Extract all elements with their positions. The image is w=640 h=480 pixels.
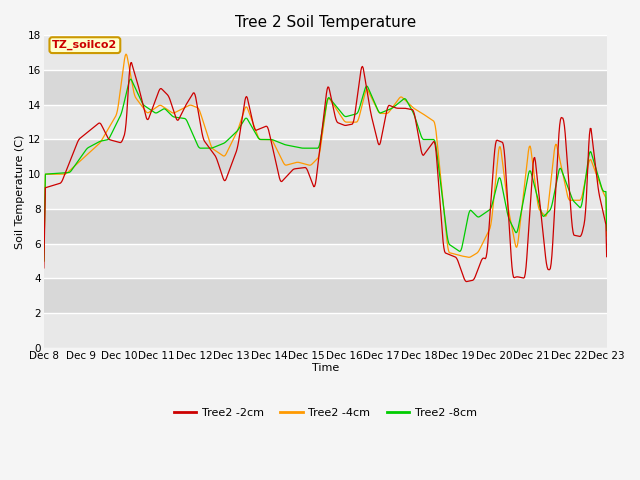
Bar [44,105,607,140]
Bar [44,313,607,348]
Tree2 -2cm [127,60,135,65]
Tree2 -8cm [196,145,204,151]
Tree2 -8cm [603,228,611,233]
Tree2 -4cm [122,51,130,57]
Tree2 -4cm [411,106,419,112]
Bar [44,244,607,278]
Title: Tree 2 Soil Temperature: Tree 2 Soil Temperature [235,15,416,30]
Tree2 -4cm [196,108,204,114]
Tree2 -2cm [108,137,116,143]
Tree2 -8cm [108,130,116,136]
Bar [44,174,607,209]
X-axis label: Time: Time [312,363,339,373]
Bar [44,278,607,313]
Y-axis label: Soil Temperature (C): Soil Temperature (C) [15,134,25,249]
Tree2 -4cm [395,96,403,102]
Tree2 -4cm [108,120,116,125]
Text: TZ_soilco2: TZ_soilco2 [52,40,118,50]
Tree2 -2cm [463,279,470,285]
Tree2 -2cm [196,116,204,122]
Tree2 -4cm [50,171,58,177]
Tree2 -8cm [411,114,419,120]
Tree2 -8cm [395,100,403,106]
Bar [44,70,607,105]
Line: Tree2 -2cm: Tree2 -2cm [44,62,607,282]
Tree2 -2cm [50,182,58,188]
Line: Tree2 -4cm: Tree2 -4cm [44,54,607,261]
Tree2 -2cm [395,106,403,111]
Tree2 -8cm [166,111,173,117]
Tree2 -2cm [603,254,611,260]
Tree2 -2cm [40,265,47,271]
Bar [44,209,607,244]
Tree2 -8cm [50,171,58,177]
Tree2 -2cm [166,96,173,102]
Tree2 -4cm [40,258,47,264]
Legend: Tree2 -2cm, Tree2 -4cm, Tree2 -8cm: Tree2 -2cm, Tree2 -4cm, Tree2 -8cm [170,403,481,422]
Tree2 -2cm [411,113,419,119]
Line: Tree2 -8cm: Tree2 -8cm [44,79,607,261]
Tree2 -4cm [603,233,611,239]
Tree2 -8cm [127,76,134,82]
Tree2 -4cm [166,108,173,114]
Bar [44,36,607,70]
Tree2 -8cm [40,258,47,264]
Bar [44,140,607,174]
